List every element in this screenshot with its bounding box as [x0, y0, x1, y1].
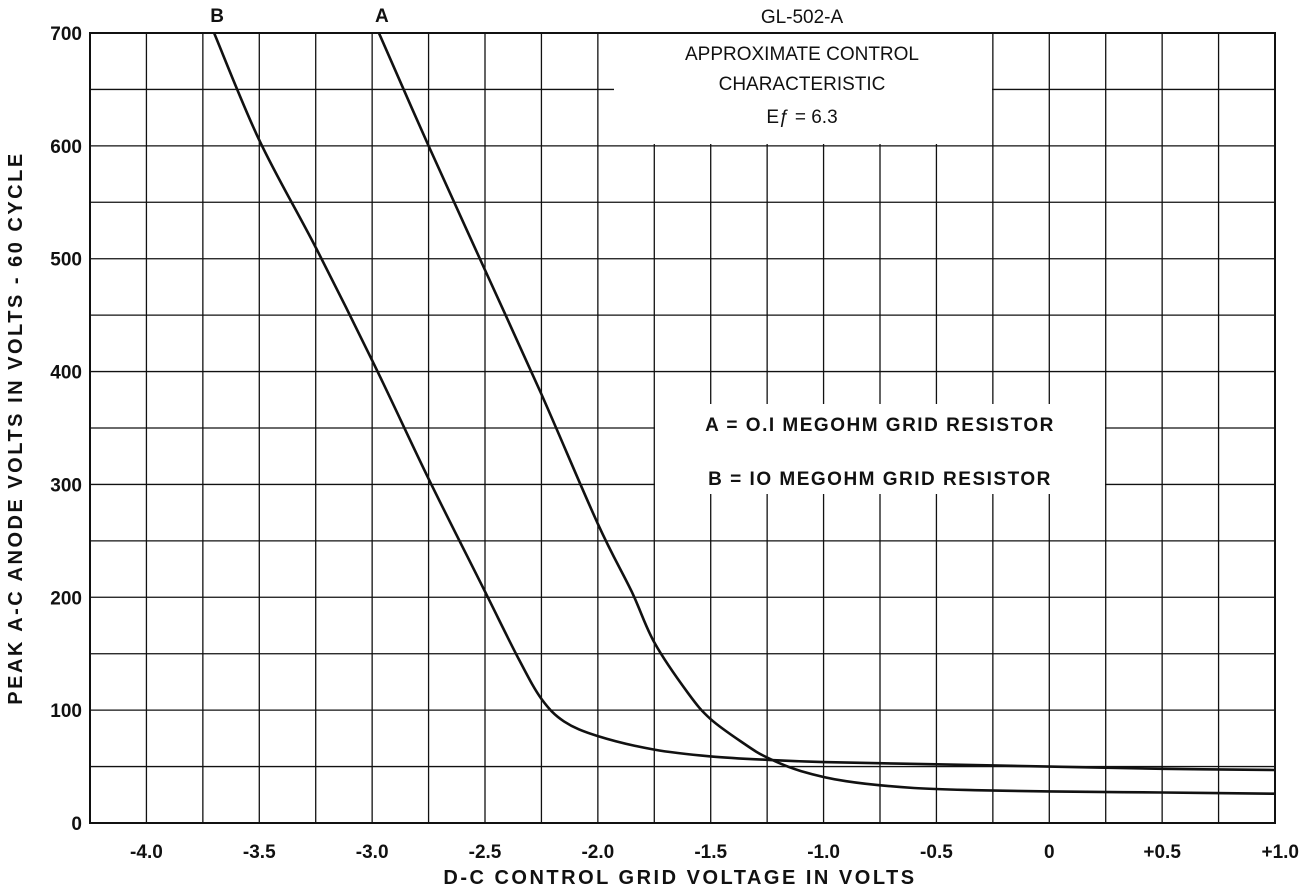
- curve-label-b: B: [210, 6, 224, 27]
- x-tick-label: -1.5: [694, 842, 727, 863]
- legend-line-b: B = IO MEGOHM GRID RESISTOR: [708, 469, 1052, 490]
- title-line-3: CHARACTERISTIC: [719, 74, 886, 95]
- legend-line-a: A = O.I MEGOHM GRID RESISTOR: [705, 415, 1055, 436]
- y-tick-label: 300: [50, 475, 82, 496]
- x-tick-label: +1.0: [1261, 842, 1299, 863]
- series-line-b: [212, 32, 1276, 772]
- y-tick-label: 500: [50, 250, 82, 271]
- y-tick-label: 600: [50, 137, 82, 158]
- y-tick-label: 400: [50, 363, 82, 384]
- y-tick-label: 700: [50, 24, 82, 45]
- series-line-a: [377, 32, 1276, 795]
- title-background: [614, 24, 992, 144]
- y-tick-label: 0: [71, 814, 82, 835]
- x-tick-label: -2.5: [469, 842, 502, 863]
- x-tick-label: -4.0: [130, 842, 163, 863]
- tick-labels: -4.0 -3.5 -3.0 -2.5 -2.0 -1.5 -1.0 -0.5 0 +0.5 +1.…: [50, 24, 1299, 863]
- curves: [212, 32, 1276, 795]
- x-tick-label: +0.5: [1143, 842, 1181, 863]
- y-axis-label: PEAK A-C ANODE VOLTS IN VOLTS - 60 CYCLE: [5, 151, 27, 704]
- title-line-4: Eƒ = 6.3: [766, 107, 837, 128]
- curve-label-a: A: [375, 6, 389, 27]
- y-tick-label: 100: [50, 701, 82, 722]
- x-tick-label: 0: [1044, 842, 1055, 863]
- y-tick-label: 200: [50, 588, 82, 609]
- x-tick-label: -2.0: [581, 842, 614, 863]
- title-line-2: APPROXIMATE CONTROL: [685, 44, 919, 65]
- x-tick-label: -1.0: [807, 842, 840, 863]
- x-tick-label: -0.5: [920, 842, 953, 863]
- legend-background: [655, 404, 1105, 494]
- x-axis-label: D-C CONTROL GRID VOLTAGE IN VOLTS: [443, 867, 916, 889]
- plot-frame: [89, 32, 1276, 824]
- x-tick-label: -3.0: [356, 842, 389, 863]
- x-tick-label: -3.5: [243, 842, 276, 863]
- title-line-1: GL-502-A: [761, 7, 844, 28]
